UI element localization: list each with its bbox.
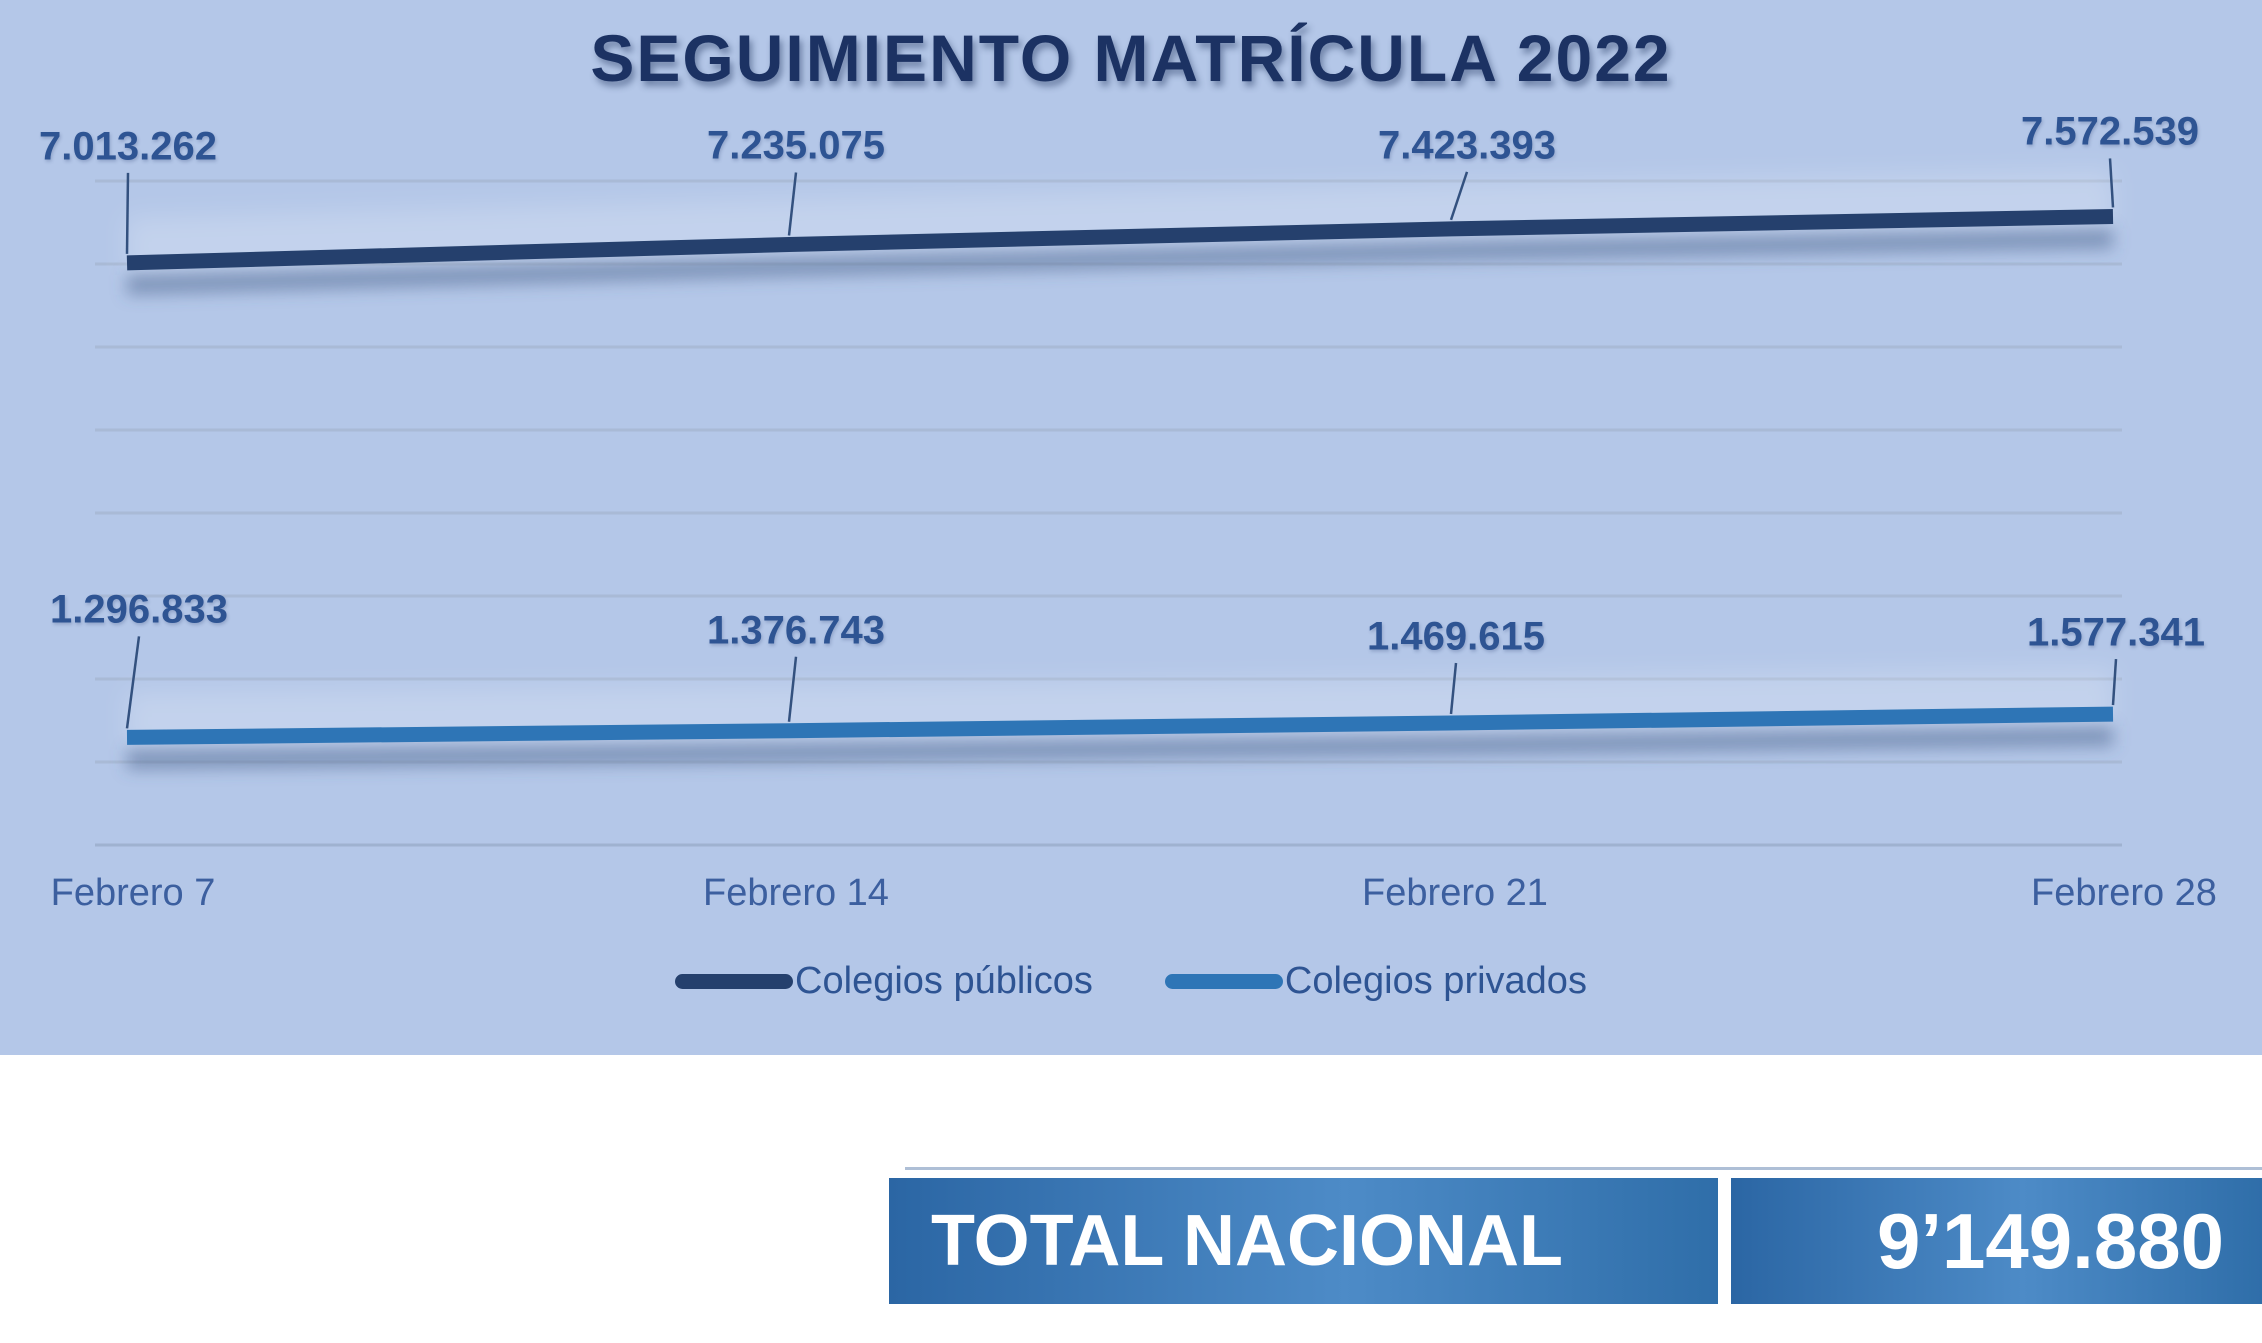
series-lines (126, 208, 2114, 745)
chart-legend: Colegios públicos Colegios privados (0, 960, 2262, 1003)
chart-panel: SEGUIMIENTO MATRÍCULA 2022 7.013.262 7.23… (0, 0, 2262, 1055)
series-glow-publicos (126, 171, 2114, 276)
data-label-privados-3: 1.577.341 (2027, 610, 2205, 655)
leader-line-publicos-2 (1449, 171, 1469, 221)
x-axis-label-2: Febrero 21 (1362, 872, 1548, 914)
total-value: 9’149.880 (1876, 1196, 2224, 1285)
total-value-cell: 9’149.880 (1731, 1178, 2262, 1304)
data-label-publicos-0: 7.013.262 (39, 124, 217, 169)
leader-line-privados-1 (787, 656, 798, 722)
leader-line-privados-3 (2111, 658, 2118, 706)
series-glows (126, 171, 2114, 751)
total-label: TOTAL NACIONAL (931, 1201, 1563, 1281)
series-shadow-publicos (126, 228, 2114, 295)
leader-line-publicos-3 (2108, 158, 2115, 208)
data-label-privados-0: 1.296.833 (50, 587, 228, 632)
total-banner: TOTAL NACIONAL 9’149.880 (889, 1178, 2262, 1304)
legend-label: Colegios privados (1284, 960, 1587, 1002)
data-label-leader-lines (125, 158, 2118, 729)
line-chart-plot (95, 158, 2122, 847)
leader-line-privados-2 (1449, 662, 1458, 715)
data-label-publicos-3: 7.572.539 (2021, 109, 2199, 154)
series-shadows (126, 228, 2114, 770)
banner-cell-divider (1718, 1178, 1731, 1304)
total-label-cell: TOTAL NACIONAL (889, 1178, 1718, 1304)
x-axis-label-3: Febrero 28 (2031, 872, 2217, 914)
leader-line-publicos-0 (125, 172, 130, 254)
leader-line-privados-0 (125, 636, 141, 729)
legend-item-privados: Colegios privados (1164, 960, 1587, 1003)
legend-label: Colegios públicos (795, 960, 1093, 1002)
x-axis-label-1: Febrero 14 (703, 872, 889, 914)
series-glow-privados (126, 669, 2114, 751)
series-line-publicos (126, 208, 2114, 271)
data-label-privados-2: 1.469.615 (1367, 614, 1545, 659)
x-axis-label-0: Febrero 7 (50, 872, 216, 914)
data-label-privados-1: 1.376.743 (707, 608, 885, 653)
legend-item-publicos: Colegios públicos (675, 960, 1093, 1003)
data-label-publicos-2: 7.423.393 (1378, 123, 1556, 168)
banner-top-border (905, 1167, 2262, 1170)
leader-line-publicos-1 (787, 172, 798, 236)
series-shadow-privados (126, 726, 2114, 770)
chart-title: SEGUIMIENTO MATRÍCULA 2022 (590, 21, 1672, 95)
legend-swatch-icon (675, 974, 794, 989)
series-line-privados (126, 706, 2114, 745)
legend-swatch-icon (1164, 974, 1283, 989)
data-label-publicos-1: 7.235.075 (707, 123, 885, 168)
